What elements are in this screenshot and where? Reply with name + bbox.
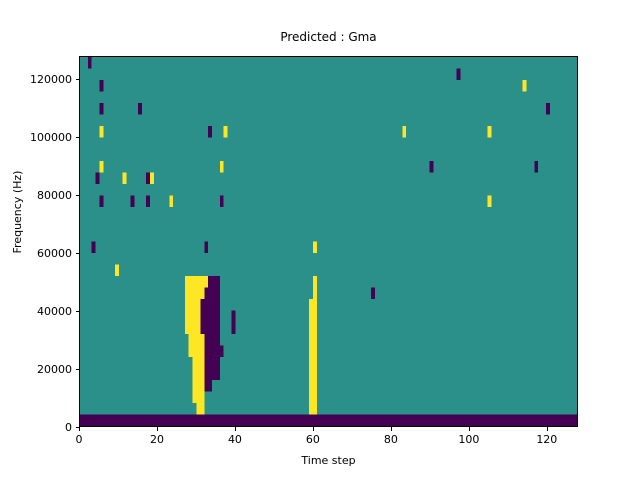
y-tick-mark [75,137,79,139]
y-tick-label: 0 [65,420,72,434]
y-tick-mark [75,195,79,197]
y-tick-label: 60000 [37,246,72,260]
heatmap-canvas [80,57,577,426]
x-tick-label: 40 [227,433,242,446]
x-axis-label: Time step [301,454,356,467]
x-tick-mark [79,427,80,431]
y-tick-mark [75,369,79,371]
y-tick-label: 80000 [37,188,72,202]
y-tick-mark [75,79,79,81]
x-tick-mark [312,427,314,431]
y-tick-mark [75,427,79,428]
x-tick-label: 60 [305,433,320,446]
x-tick-mark [546,427,548,431]
x-tick-mark [468,427,470,431]
x-tick-label: 20 [149,433,164,446]
heatmap-plot-area [79,56,578,427]
y-tick-mark [75,253,79,255]
page-title: Predicted : Gma [280,30,377,44]
x-tick-label: 80 [383,433,398,446]
y-axis-label: Frequency (Hz) [11,170,24,254]
y-tick-label: 40000 [37,304,72,318]
y-tick-label: 100000 [30,130,72,144]
x-tick-label: 120 [536,433,558,446]
y-tick-label: 120000 [30,72,72,86]
y-tick-mark [75,311,79,313]
y-tick-label: 20000 [37,362,72,376]
x-tick-mark [234,427,236,431]
x-tick-label: 0 [75,433,83,446]
x-tick-mark [156,427,158,431]
x-tick-label: 100 [458,433,480,446]
x-tick-mark [390,427,392,431]
x-axis-tick-labels: 0 20 40 60 80 100 120 [0,434,640,454]
y-axis-tick-labels: 0 20000 40000 60000 80000 100000 120000 [0,0,72,480]
